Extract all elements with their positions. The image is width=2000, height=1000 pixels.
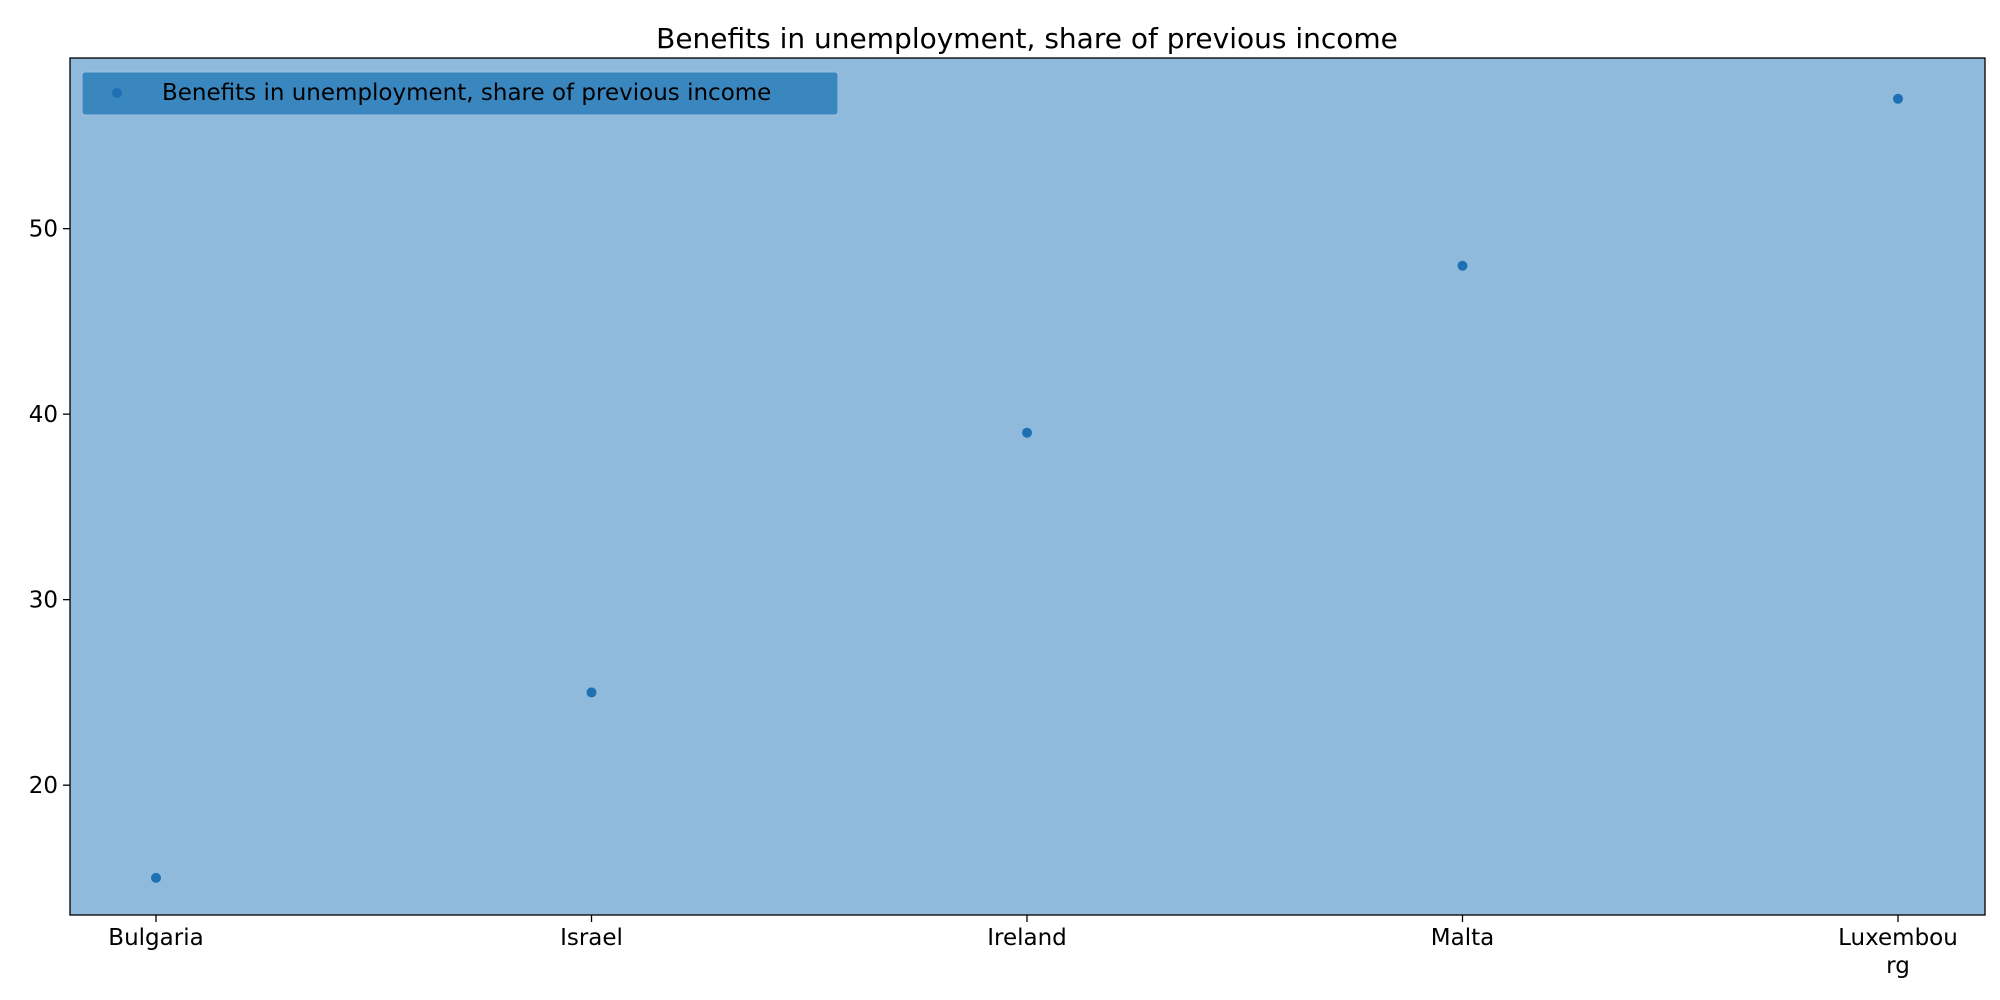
legend-marker (112, 88, 122, 98)
y-tick-label: 40 (29, 402, 58, 428)
y-tick-label: 20 (29, 773, 58, 799)
legend-box (81, 71, 839, 116)
y-axis: 20 30 40 50 (29, 217, 70, 799)
y-tick-label: 50 (29, 217, 58, 243)
x-tick-label: Malta (1431, 925, 1494, 951)
chart-title: Benefits in unemployment, share of previ… (656, 22, 1398, 55)
legend-label: Benefits in unemployment, share of previ… (162, 80, 771, 106)
data-point[interactable] (151, 872, 161, 883)
data-points (151, 93, 1903, 883)
y-tick-label: 30 (29, 588, 58, 614)
x-axis: Bulgaria Israel Ireland Malta Luxembou rg (108, 915, 1958, 979)
data-point[interactable] (1022, 427, 1032, 438)
data-point[interactable] (1893, 93, 1903, 104)
legend[interactable]: Benefits in unemployment, share of previ… (81, 71, 839, 116)
x-tick-label: Ireland (987, 925, 1067, 951)
x-tick-label: Luxembou rg (1838, 925, 1958, 979)
x-tick-label: Bulgaria (108, 925, 203, 951)
x-tick-label: Israel (560, 925, 623, 951)
data-point[interactable] (1457, 260, 1468, 271)
data-point[interactable] (586, 687, 597, 698)
plot-area (69, 57, 1986, 916)
